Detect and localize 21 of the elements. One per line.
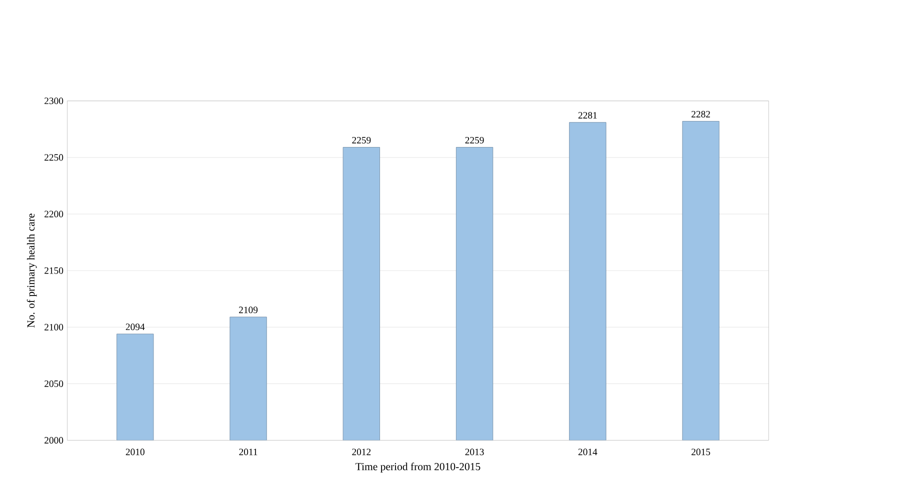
y-tick-label: 2000 bbox=[44, 436, 64, 444]
y-axis-title: No. of primary health care bbox=[26, 213, 37, 328]
data-label: 2282 bbox=[692, 110, 710, 118]
x-tick-label: 2012 bbox=[352, 448, 371, 456]
data-label: 2094 bbox=[126, 323, 145, 330]
y-tick-label: 2300 bbox=[44, 97, 64, 104]
x-axis-title: Time period from 2010-2015 bbox=[356, 462, 480, 472]
data-label: 2259 bbox=[465, 136, 484, 144]
y-tick-label: 2200 bbox=[44, 210, 64, 218]
data-label: 2109 bbox=[239, 306, 258, 313]
data-label: 2259 bbox=[352, 136, 371, 144]
y-tick-label: 2150 bbox=[44, 267, 64, 274]
y-tick-label: 2100 bbox=[44, 324, 64, 330]
x-tick-label: 2014 bbox=[578, 448, 598, 456]
x-tick-label: 2011 bbox=[239, 448, 258, 456]
y-tick-label: 2050 bbox=[44, 380, 64, 387]
data-label: 2281 bbox=[578, 112, 597, 118]
x-tick-label: 2013 bbox=[465, 448, 484, 456]
y-tick-label: 2250 bbox=[44, 154, 64, 161]
x-tick-label: 2010 bbox=[126, 448, 144, 456]
x-tick-label: 2015 bbox=[692, 448, 710, 456]
